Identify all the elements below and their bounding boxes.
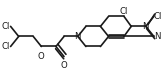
Text: N: N	[143, 22, 149, 31]
Text: N: N	[75, 32, 81, 41]
Text: N: N	[154, 32, 160, 41]
Text: Cl: Cl	[1, 22, 10, 31]
Text: Cl: Cl	[120, 7, 128, 16]
Text: O: O	[38, 52, 45, 61]
Text: O: O	[61, 61, 67, 70]
Text: Cl: Cl	[154, 12, 162, 21]
Text: Cl: Cl	[1, 42, 10, 51]
